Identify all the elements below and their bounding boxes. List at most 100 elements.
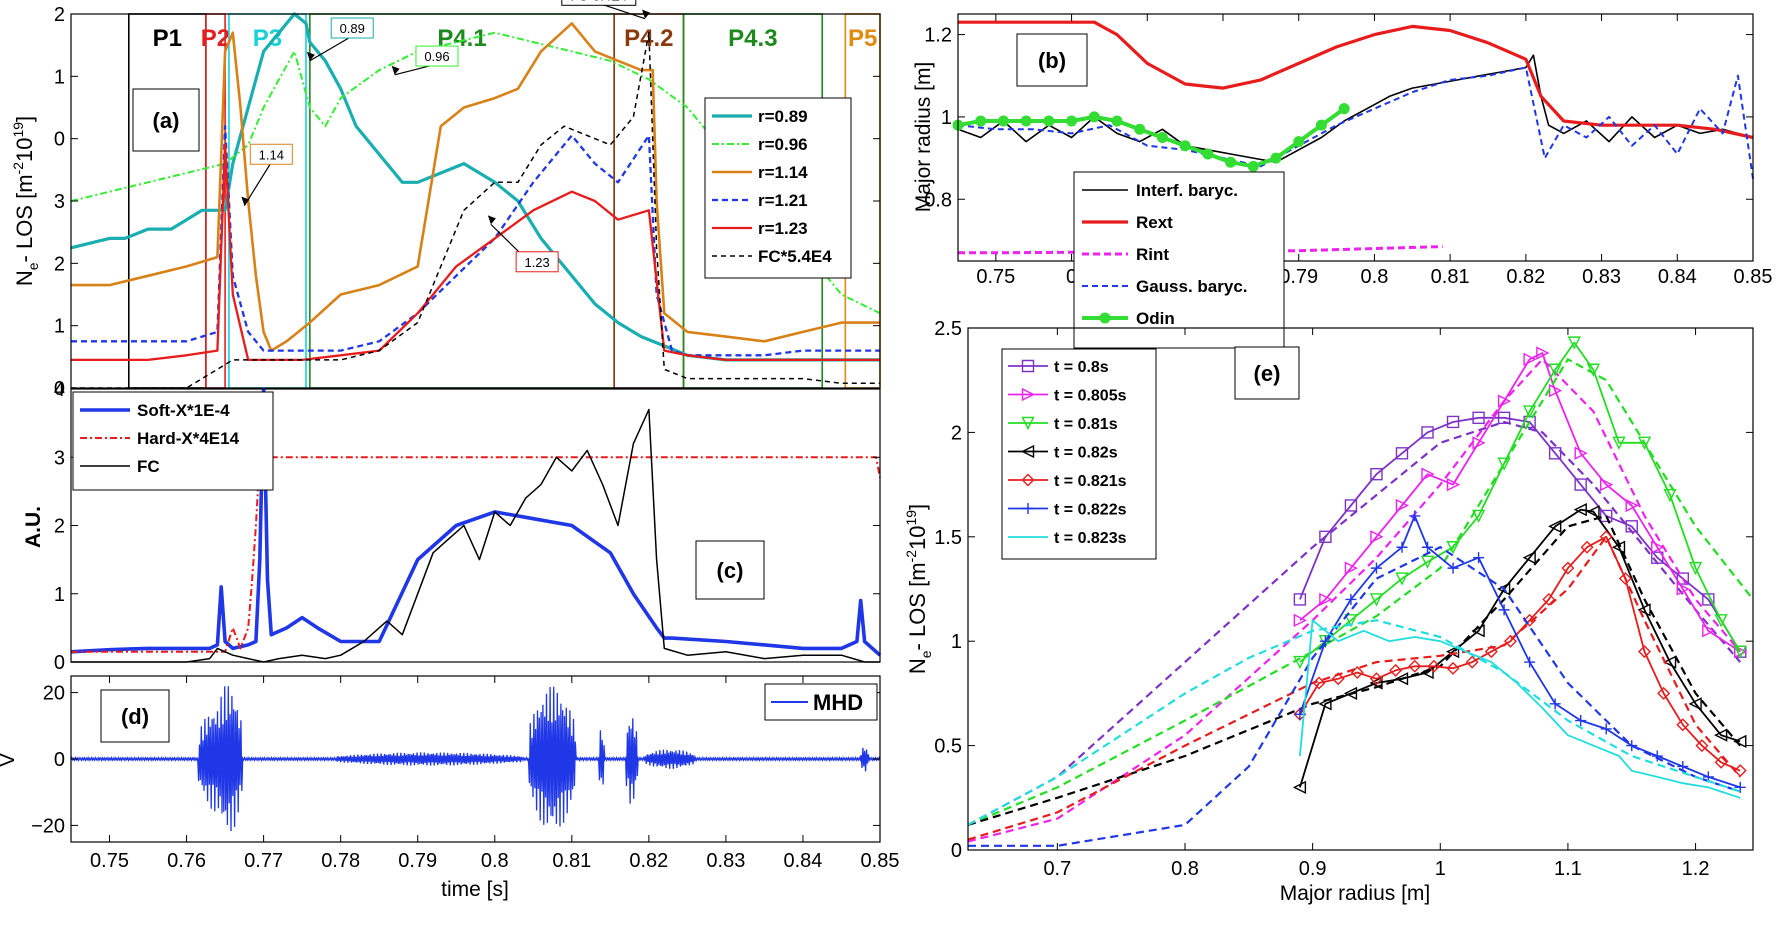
point-e-0-11	[1574, 478, 1587, 491]
panel-e-ylabel: Ne- LOS [m-21019]	[903, 504, 934, 674]
point-e-4-17	[1618, 572, 1632, 586]
annot-arrowhead-0	[306, 51, 315, 61]
point-e-4-9	[1465, 655, 1479, 669]
phase-label-0: P1	[153, 25, 182, 52]
panel-d-xlabel: time [s]	[441, 878, 509, 901]
legend-e-label-4: t = 0.821s	[1054, 473, 1127, 490]
xtick-label-d-7: 0.82	[629, 850, 668, 872]
point-e-1-9	[1523, 352, 1537, 366]
point-e-1-17	[1702, 624, 1716, 638]
series-b-3	[957, 66, 1754, 179]
point-e-1-15	[1651, 540, 1665, 554]
series-b-1	[958, 20, 1754, 140]
point-e-4-2	[1331, 672, 1345, 686]
legend-e-marker-2	[1021, 416, 1035, 431]
point-e-1-13	[1600, 477, 1614, 492]
point-e-4-4	[1369, 672, 1383, 686]
xtick-label-d-6: 0.81	[552, 850, 591, 872]
xtick-label-b-4: 0.79	[1279, 266, 1318, 288]
fit-e-0	[967, 420, 1742, 826]
point-e-3-7	[1471, 624, 1485, 638]
point-e-0-6	[1446, 415, 1460, 429]
xtick-label-b-6: 0.81	[1431, 266, 1470, 288]
series-c-0	[70, 387, 882, 657]
xtick-label-b-8: 0.83	[1582, 266, 1621, 288]
point-e-3-16	[1688, 697, 1702, 711]
ytick-label-b-1: 1	[941, 107, 952, 129]
point-b-4-3	[1020, 115, 1032, 127]
ytick-label-c-4: 4	[54, 379, 65, 401]
point-e-4-22	[1714, 755, 1728, 769]
xtick-label-e-5: 1.2	[1682, 858, 1710, 880]
panel-a-label-box: (a)	[132, 88, 200, 152]
legend-e-marker-1	[1021, 387, 1036, 402]
xtick-label-e-2: 0.9	[1299, 858, 1327, 880]
point-e-3-5	[1420, 665, 1434, 680]
point-e-2-10	[1548, 363, 1562, 377]
point-e-1-18	[1734, 645, 1748, 659]
legend-e-marker-3	[1020, 444, 1035, 459]
point-e-1-1	[1319, 592, 1333, 607]
panel-c-ylabel: A.U.	[22, 506, 45, 548]
point-e-3-17	[1714, 728, 1728, 742]
point-e-5-8	[1473, 552, 1485, 564]
point-e-1-2	[1344, 561, 1358, 575]
point-b-4-12	[1225, 156, 1237, 168]
point-e-3-10	[1548, 519, 1562, 533]
point-e-0-7	[1472, 411, 1485, 424]
panel-e-legend: t = 0.8s t = 0.805s t = 0.81s t = 0.82s t = …	[1001, 348, 1157, 560]
point-b-4-17	[1338, 103, 1350, 115]
point-e-4-8	[1446, 661, 1460, 675]
legend-a-label-5: FC*5.4E4	[758, 247, 832, 266]
point-e-2-15	[1663, 488, 1677, 503]
annot-arrowhead-2	[241, 196, 250, 206]
point-e-0-3	[1370, 467, 1383, 481]
point-e-1-0	[1293, 613, 1307, 627]
point-b-4-5	[1066, 115, 1078, 127]
panel-b-label: (b)	[1038, 48, 1066, 73]
fit-e-1	[967, 357, 1742, 843]
ytick-label-c-0: 0	[54, 652, 65, 674]
annot-arrow-4	[598, 2, 646, 20]
point-e-1-12	[1574, 446, 1588, 460]
panel-d-ylabel: V	[0, 753, 19, 767]
annot-box-0	[330, 17, 374, 39]
series-a-4	[71, 143, 880, 362]
legend-b-label-1: Rext	[1136, 213, 1173, 232]
panel-d: −20 0 20 0.75 0.76 0.77 0.78 0.79 0.8 0.81 0.82 0.…	[0, 675, 900, 901]
point-e-2-17	[1714, 614, 1728, 628]
point-e-0-2	[1344, 499, 1358, 512]
legend-c-label-0: Soft-X*1E-4	[137, 401, 230, 420]
point-e-2-2	[1344, 614, 1358, 628]
series-e-3	[1299, 508, 1741, 788]
point-e-4-20	[1676, 718, 1690, 732]
legend-e-label-3: t = 0.82s	[1054, 445, 1118, 462]
xtick-label-d-10: 0.85	[861, 850, 900, 872]
point-e-3-4	[1394, 672, 1409, 686]
point-e-4-21	[1695, 739, 1709, 753]
annot-arrow-2	[243, 161, 272, 206]
point-e-1-6	[1446, 477, 1461, 492]
point-e-3-2	[1343, 686, 1358, 701]
annot-label-4: FC*5.4E4	[571, 0, 627, 3]
point-e-5-18	[1734, 781, 1746, 793]
ytick-label-e-4: 2	[951, 422, 962, 444]
point-e-5-15	[1651, 750, 1663, 762]
series-e-0	[1299, 416, 1741, 653]
phase-label-6: P5	[848, 25, 877, 52]
point-e-1-8	[1497, 394, 1512, 408]
panel-b-ylabel: Major radius [m]	[912, 62, 935, 213]
legend-a-label-3: r=1.21	[758, 191, 808, 210]
point-e-3-13	[1611, 540, 1626, 554]
fit-e-6	[967, 619, 1741, 826]
panel-c-label: (c)	[717, 558, 744, 583]
point-e-5-9	[1498, 604, 1510, 616]
panel-a-ylabel: Ne- LOS [m-21019]	[10, 116, 41, 286]
point-e-5-6	[1422, 541, 1434, 553]
phase-label-1: P2	[201, 25, 230, 52]
point-e-2-16	[1688, 561, 1703, 576]
legend-e-label-1: t = 0.805s	[1054, 388, 1127, 405]
ytick-label-e-5: 2.5	[934, 318, 962, 340]
point-e-2-9	[1522, 405, 1537, 419]
